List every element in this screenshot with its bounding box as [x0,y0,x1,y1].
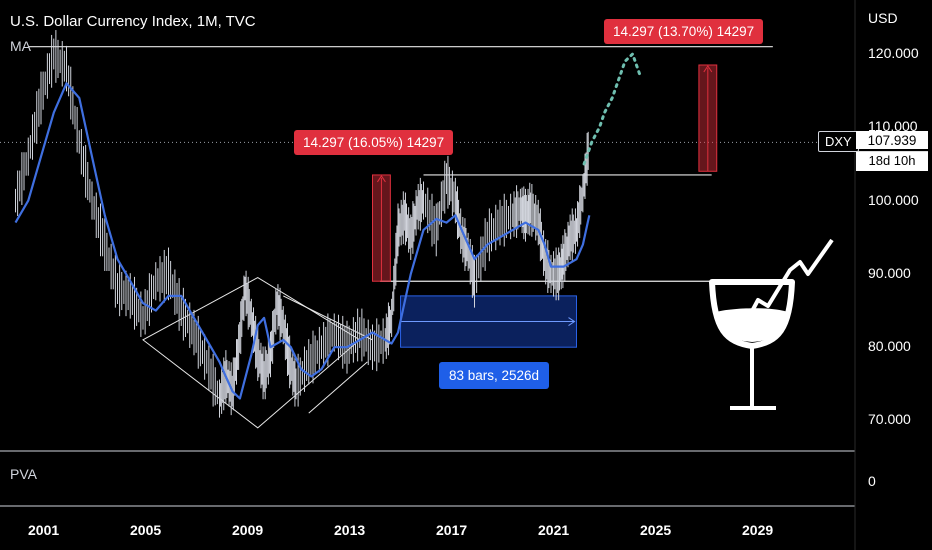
bar-countdown-label: 18d 10h [856,151,928,171]
price-tick: 90.000 [868,265,911,281]
time-tick: 2025 [640,522,672,538]
sub-pane-zero-tick: 0 [868,473,876,489]
price-tick: 110.000 [868,118,918,134]
price-tick: 100.000 [868,192,919,208]
time-tick: 2009 [232,522,264,538]
ma-indicator-label[interactable]: MA [10,38,31,54]
time-tick: 2013 [334,522,366,538]
time-tick: 2017 [436,522,468,538]
time-tick: 2005 [130,522,162,538]
time-tick: 2001 [28,522,60,538]
price-tick: 80.000 [868,338,911,354]
price-range-arrowhead [703,65,713,73]
trend-line [308,361,368,414]
date-range-label[interactable]: 83 bars, 2526d [439,362,550,389]
price-range-arrowhead [377,175,386,183]
currency-label: USD [868,10,898,26]
glass-liquid [716,308,788,342]
time-tick: 2021 [538,522,570,538]
glass-straw-chart [740,238,834,331]
time-tick: 2029 [742,522,774,538]
measure-label-left[interactable]: 14.297 (16.05%) 14297 [294,130,454,155]
projection-path [582,51,642,166]
date-range-arrowhead [568,317,576,326]
pva-indicator-label[interactable]: PVA [10,466,37,482]
last-price-label: 107.939 [856,131,928,149]
price-tick: 120.000 [868,45,919,61]
symbol-tag: DXY [818,131,859,152]
measure-label-right[interactable]: 14.297 (13.70%) 14297 [604,19,764,44]
chart-symbol-title: U.S. Dollar Currency Index, 1M, TVC [10,13,256,30]
price-tick: 70.000 [868,411,911,427]
ma-line [14,82,591,400]
